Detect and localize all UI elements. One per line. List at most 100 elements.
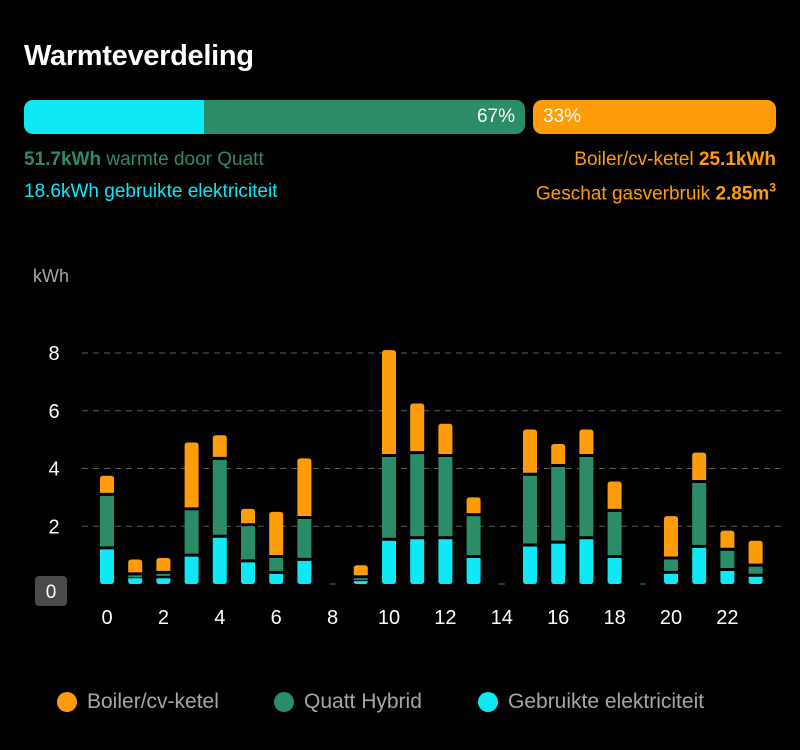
bar-segment-quatt [551, 467, 566, 541]
bar-segment-electricity [297, 560, 312, 584]
bar-segment-boiler [664, 516, 678, 557]
bar-segment-quatt [156, 573, 171, 576]
bar-segment-electricity [156, 578, 171, 584]
boiler-value: 25.1kWh [698, 149, 776, 170]
x-tick-label: 8 [327, 607, 338, 629]
bar-segment-boiler [128, 559, 143, 573]
bar-segment-electricity [579, 539, 594, 584]
x-tick-label: 18 [603, 607, 625, 629]
x-tick-label: 14 [491, 607, 513, 629]
bar-segment-electricity [692, 547, 707, 584]
bar-segment-quatt [382, 456, 396, 538]
bar-segment-boiler [382, 350, 396, 454]
boiler-share-bar: 33% [533, 100, 776, 134]
bar-segment-electricity [353, 581, 368, 584]
bar-segment-quatt [748, 566, 763, 574]
bar-segment-electricity [382, 540, 396, 584]
legend-dot-boiler [57, 692, 77, 712]
bar-segment-boiler [156, 558, 171, 571]
bar-segment-quatt [353, 578, 368, 581]
bar-segment-boiler [523, 429, 537, 473]
quatt-heat-value: 51.7kWh [24, 149, 102, 170]
hourly-heat-chart: kWh 0 2 4 6 8 0 2 4 6 8 10 12 14 16 18 20 22 [33, 266, 782, 629]
bar-segment-boiler [212, 435, 227, 457]
electricity-label: gebruikte elektriciteit [98, 181, 278, 202]
bar-segment-quatt [579, 456, 594, 537]
y-tick-label: 4 [48, 459, 59, 481]
bar-segment-quatt [607, 511, 622, 556]
bar-segment-boiler [692, 452, 707, 480]
bar-segment-boiler [269, 511, 284, 556]
x-tick-label: 6 [271, 607, 282, 629]
quatt-heat-label: warmte door Quatt [101, 149, 264, 170]
electricity-share-bar [24, 100, 204, 134]
page-title: Warmteverdeling [24, 40, 254, 72]
bar-segment-boiler [297, 458, 312, 517]
chart-legend: Boiler/cv-ketel Quatt Hybrid Gebruikte e… [0, 690, 800, 720]
bar-segment-quatt [720, 550, 735, 569]
electricity-value: 18.6kWh [24, 181, 99, 202]
x-tick-label: 4 [214, 607, 225, 629]
heat-split-bar: 67% 33% [24, 100, 776, 134]
bar-segment-quatt [297, 519, 312, 558]
gas-usage-label: Geschat gasverbruik [535, 183, 716, 205]
bar-segment-quatt [100, 495, 114, 547]
y-tick-zero-badge [35, 576, 67, 606]
bar-segment-quatt [212, 459, 227, 535]
bar-segment-electricity [551, 543, 566, 584]
x-tick-label: 2 [158, 607, 169, 629]
bar-segment-electricity [269, 573, 284, 584]
bar-segment-boiler [438, 423, 453, 454]
y-tick-label: 2 [48, 516, 59, 538]
bar-segment-boiler [720, 530, 735, 548]
bar-segment-quatt [128, 575, 143, 578]
bar-segment-electricity [664, 573, 678, 584]
legend-dot-electricity [478, 692, 498, 712]
bar-segment-electricity [184, 556, 199, 584]
bar-segment-boiler [551, 443, 566, 465]
bar-segment-quatt [269, 558, 284, 571]
y-tick-label: 0 [46, 582, 57, 603]
y-axis-label: kWh [33, 266, 69, 286]
electricity-stat: 18.6kWh gebruikte elektriciteit [24, 181, 277, 203]
x-tick-label: 22 [716, 607, 738, 629]
bar-segment-boiler [748, 540, 763, 564]
quatt-share-bar: 67% [24, 100, 525, 134]
boiler-label: Boiler/cv-ketel [574, 149, 699, 170]
bar-segment-electricity [128, 578, 143, 584]
bar-segment-boiler [100, 475, 114, 493]
bar-segment-electricity [607, 558, 622, 584]
legend-label-electricity: Gebruikte elektriciteit [508, 690, 705, 713]
boiler-stat: Boiler/cv-ketel 25.1kWh [574, 149, 776, 171]
bar-segment-quatt [664, 559, 678, 571]
bar-segment-boiler [579, 429, 594, 454]
bar-segment-quatt [241, 526, 255, 560]
legend-item-electricity[interactable]: Gebruikte elektriciteit [478, 690, 704, 714]
boiler-percent: 33% [543, 106, 582, 127]
quatt-percent: 67% [476, 106, 515, 127]
bar-segment-boiler [466, 497, 481, 514]
x-tick-label: 20 [660, 607, 682, 629]
bar-segment-quatt [410, 454, 425, 537]
y-tick-label: 6 [48, 401, 59, 423]
bar-segment-quatt [466, 516, 481, 556]
legend-item-quatt[interactable]: Quatt Hybrid [274, 690, 422, 714]
legend-item-boiler[interactable]: Boiler/cv-ketel [57, 690, 219, 714]
bar-segment-electricity [410, 539, 425, 584]
bar-segment-quatt [438, 456, 453, 537]
bar-segment-boiler [184, 442, 199, 508]
gas-usage-value: 2.85m [715, 183, 770, 205]
x-tick-label: 0 [101, 607, 112, 629]
gas-usage-stat: Geschat gasverbruik 2.85m3 [536, 181, 776, 205]
bar-segment-quatt [184, 510, 199, 554]
bar-segment-electricity [748, 576, 763, 584]
quatt-heat-stat: 51.7kWh warmte door Quatt [24, 149, 264, 171]
bar-segment-boiler [607, 481, 622, 509]
bar-segment-electricity [212, 537, 227, 584]
gas-usage-unit-exponent: 3 [769, 181, 776, 195]
bar-segment-quatt [692, 482, 707, 545]
bar-segment-electricity [241, 562, 255, 584]
bar-segment-quatt [523, 475, 537, 544]
bar-segment-boiler [241, 508, 255, 524]
x-tick-label: 12 [434, 607, 456, 629]
